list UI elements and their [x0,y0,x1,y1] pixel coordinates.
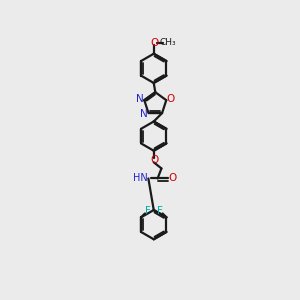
Text: CH₃: CH₃ [159,38,176,47]
Text: HN: HN [133,173,148,183]
Text: F: F [157,206,162,216]
Text: O: O [150,155,159,165]
Text: N: N [140,109,148,119]
Text: N: N [136,94,144,104]
Text: O: O [150,38,159,48]
Text: O: O [168,173,176,184]
Text: O: O [166,94,174,104]
Text: F: F [145,206,151,216]
